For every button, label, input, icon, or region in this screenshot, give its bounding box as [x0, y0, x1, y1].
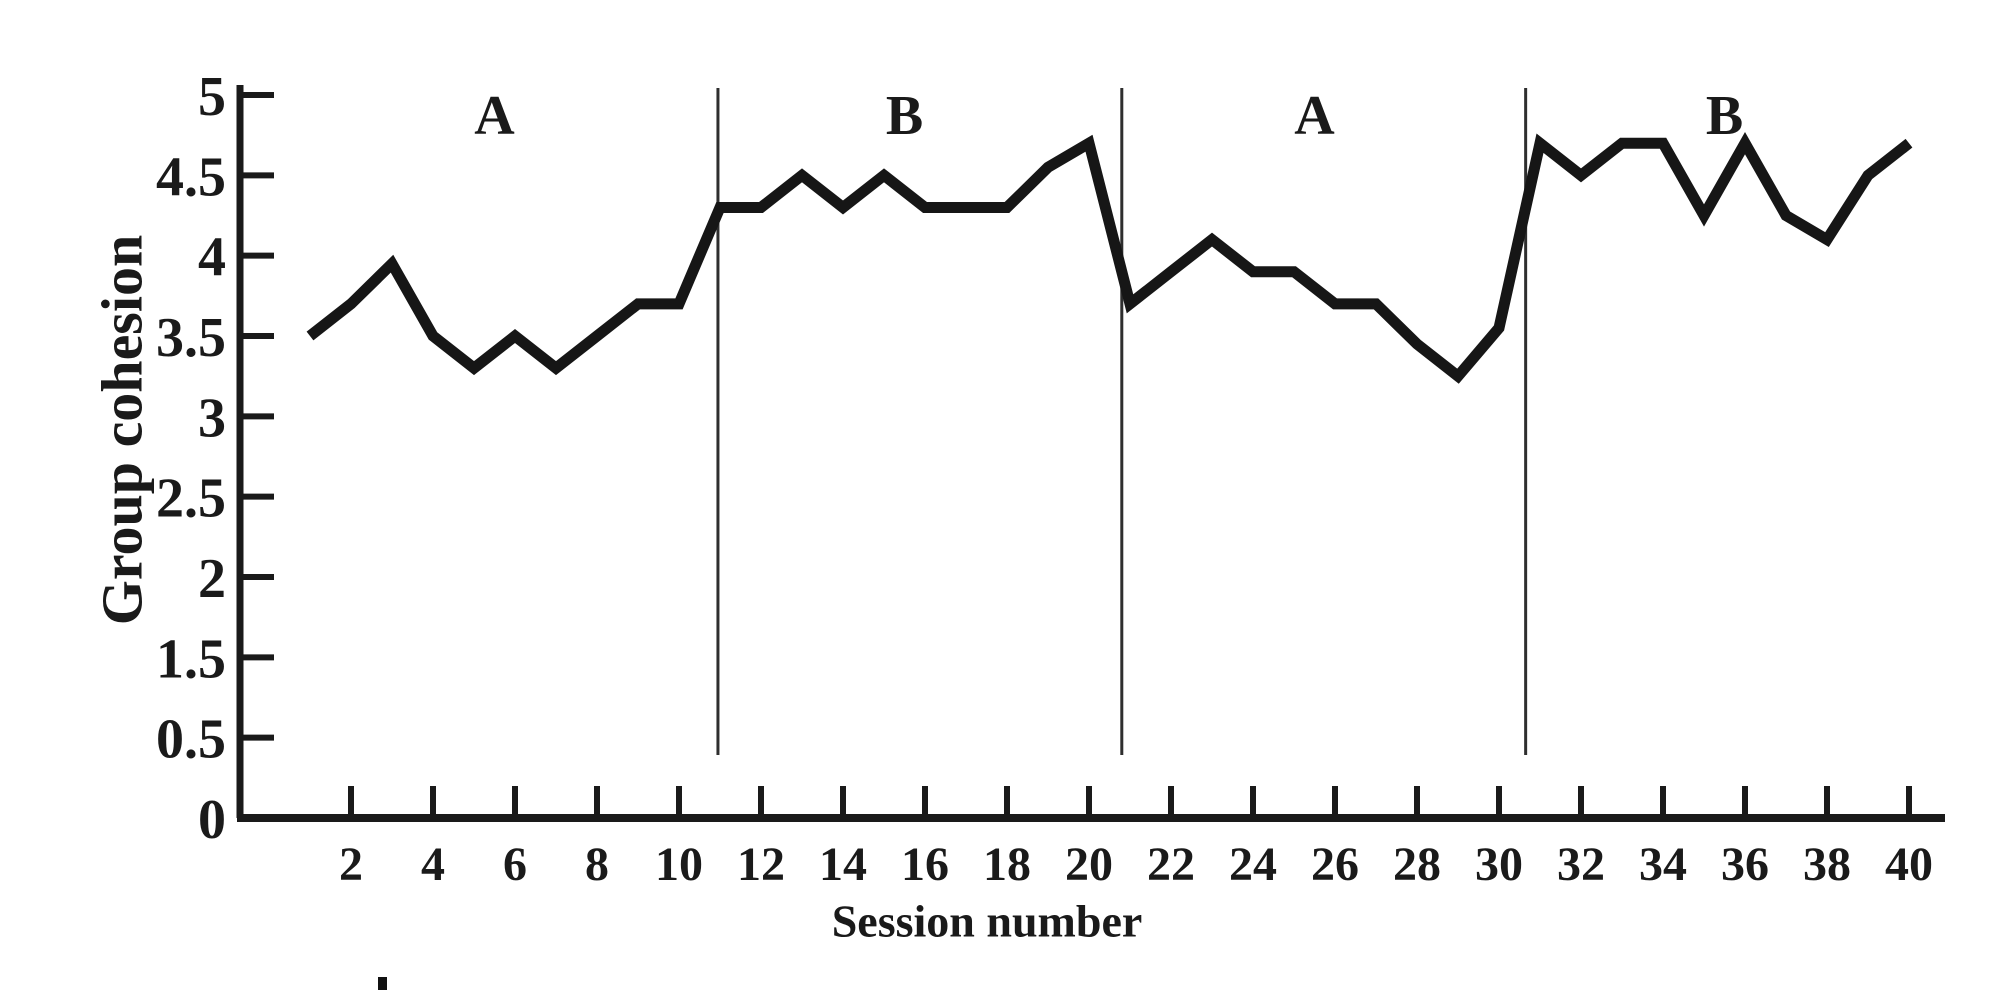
x-tick-label: 8: [585, 838, 609, 891]
y-tick-label: 2: [198, 548, 226, 610]
x-tick-label: 6: [503, 838, 527, 891]
y-tick-label: 2.5: [156, 468, 226, 530]
x-tick-label: 40: [1885, 838, 1933, 891]
y-tick-label: 0: [198, 789, 226, 851]
x-tick-label: 26: [1311, 838, 1359, 891]
x-tick-label: 14: [819, 838, 867, 891]
x-tick-label: 2: [339, 838, 363, 891]
x-tick-label: 30: [1475, 838, 1523, 891]
x-tick-label: 24: [1229, 838, 1277, 891]
phase-label: B: [1706, 85, 1743, 147]
phase-label: A: [1294, 85, 1335, 147]
x-tick-label: 16: [901, 838, 949, 891]
y-tick-label: 5: [198, 66, 226, 128]
x-axis-title: Session number: [831, 895, 1143, 947]
y-tick-label: 3: [198, 387, 226, 449]
x-tick-label: 12: [737, 838, 785, 891]
x-tick-label: 10: [655, 838, 703, 891]
y-axis-title: Group cohesion: [89, 234, 155, 626]
x-tick-label: 4: [421, 838, 445, 891]
x-tick-label: 20: [1065, 838, 1113, 891]
phase-label: B: [886, 85, 923, 147]
phase-label: A: [474, 85, 515, 147]
x-tick-label: 22: [1147, 838, 1195, 891]
x-tick-label: 32: [1557, 838, 1605, 891]
x-tick-label: 36: [1721, 838, 1769, 891]
y-tick-label: 4: [198, 227, 226, 289]
x-tick-label: 18: [983, 838, 1031, 891]
y-tick-label: 3.5: [156, 307, 226, 369]
y-tick-label: 4.5: [156, 146, 226, 208]
x-tick-label: 34: [1639, 838, 1687, 891]
x-tick-label: 28: [1393, 838, 1441, 891]
x-tick-label: 38: [1803, 838, 1851, 891]
group-cohesion-line: [306, 132, 1913, 384]
y-tick-label: 1.5: [156, 628, 226, 690]
scan-artifact-dot: [378, 977, 387, 990]
y-tick-label: 0.5: [156, 709, 226, 771]
